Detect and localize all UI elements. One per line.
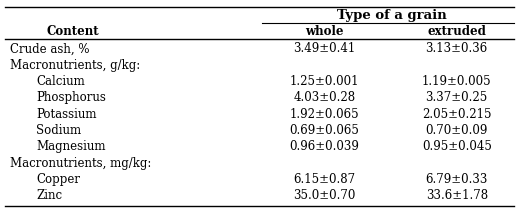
Text: extruded: extruded xyxy=(427,25,486,38)
Text: 3.13±0.36: 3.13±0.36 xyxy=(426,43,488,55)
Text: 33.6±1.78: 33.6±1.78 xyxy=(426,189,488,202)
Text: 1.92±0.065: 1.92±0.065 xyxy=(290,108,359,121)
Text: Calcium: Calcium xyxy=(36,75,85,88)
Text: Phosphorus: Phosphorus xyxy=(36,91,106,104)
Text: Zinc: Zinc xyxy=(36,189,62,202)
Text: 1.25±0.001: 1.25±0.001 xyxy=(290,75,359,88)
Text: Macronutrients, mg/kg:: Macronutrients, mg/kg: xyxy=(10,157,152,170)
Text: 6.15±0.87: 6.15±0.87 xyxy=(293,173,356,186)
Text: Content: Content xyxy=(46,25,99,38)
Text: Type of a grain: Type of a grain xyxy=(337,9,447,22)
Text: Magnesium: Magnesium xyxy=(36,140,106,153)
Text: 3.37±0.25: 3.37±0.25 xyxy=(426,91,488,104)
Text: 0.69±0.065: 0.69±0.065 xyxy=(290,124,359,137)
Text: Macronutrients, g/kg:: Macronutrients, g/kg: xyxy=(10,59,141,72)
Text: whole: whole xyxy=(305,25,344,38)
Text: 1.19±0.005: 1.19±0.005 xyxy=(422,75,491,88)
Text: Sodium: Sodium xyxy=(36,124,81,137)
Text: 6.79±0.33: 6.79±0.33 xyxy=(426,173,488,186)
Text: 3.49±0.41: 3.49±0.41 xyxy=(293,43,356,55)
Text: 0.95±0.045: 0.95±0.045 xyxy=(422,140,491,153)
Text: 35.0±0.70: 35.0±0.70 xyxy=(293,189,356,202)
Text: 2.05±0.215: 2.05±0.215 xyxy=(422,108,491,121)
Text: Copper: Copper xyxy=(36,173,80,186)
Text: 4.03±0.28: 4.03±0.28 xyxy=(293,91,356,104)
Text: Potassium: Potassium xyxy=(36,108,97,121)
Text: Crude ash, %: Crude ash, % xyxy=(10,43,90,55)
Text: 0.70±0.09: 0.70±0.09 xyxy=(426,124,488,137)
Text: 0.96±0.039: 0.96±0.039 xyxy=(290,140,359,153)
